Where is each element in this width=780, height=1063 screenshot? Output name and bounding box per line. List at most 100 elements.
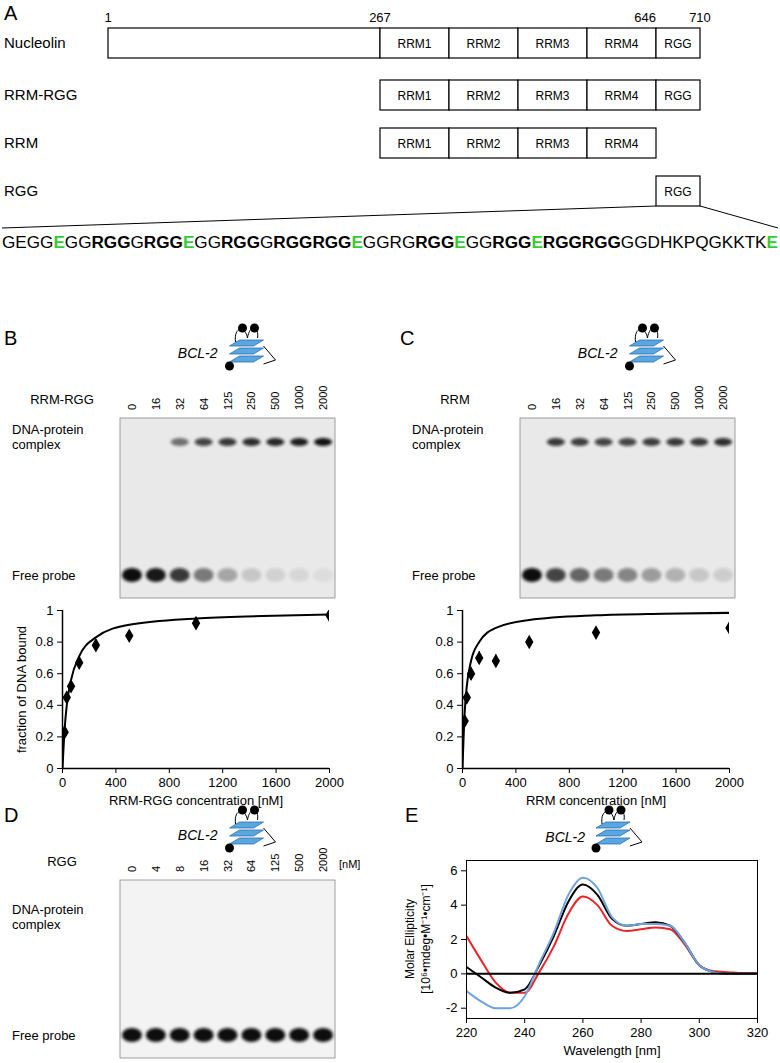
svg-text:2: 2	[450, 932, 457, 947]
svg-text:RRM-RGG: RRM-RGG	[30, 392, 94, 407]
svg-text:A: A	[4, 2, 18, 24]
svg-text:646: 646	[634, 10, 656, 25]
svg-text:BCL-2: BCL-2	[545, 829, 585, 845]
svg-text:280: 280	[630, 1025, 652, 1040]
svg-text:0.2: 0.2	[35, 729, 53, 744]
svg-text:16: 16	[550, 398, 562, 410]
svg-text:125: 125	[222, 392, 234, 410]
svg-text:500: 500	[669, 392, 681, 410]
svg-text:267: 267	[369, 10, 391, 25]
svg-text:1: 1	[446, 603, 453, 618]
svg-text:0.8: 0.8	[435, 634, 453, 649]
svg-text:1: 1	[46, 603, 53, 618]
svg-text:RRM2: RRM2	[466, 37, 500, 51]
svg-text:400: 400	[105, 775, 127, 790]
svg-text:RRM: RRM	[4, 134, 38, 151]
svg-text:250: 250	[245, 392, 257, 410]
svg-text:240: 240	[514, 1025, 536, 1040]
svg-text:RRM2: RRM2	[466, 137, 500, 151]
svg-text:DNA-proteincomplex: DNA-proteincomplex	[412, 422, 484, 452]
svg-text:RRM3: RRM3	[535, 37, 569, 51]
svg-text:125: 125	[622, 392, 634, 410]
svg-text:RGG: RGG	[664, 37, 691, 51]
svg-text:64: 64	[245, 860, 257, 872]
svg-text:RRM concentration [nM]: RRM concentration [nM]	[526, 793, 666, 808]
svg-text:16: 16	[198, 860, 210, 872]
svg-text:4: 4	[450, 897, 457, 912]
svg-text:0: 0	[126, 404, 138, 410]
svg-text:BCL-2: BCL-2	[578, 345, 618, 361]
svg-text:RRM2: RRM2	[466, 89, 500, 103]
svg-text:0: 0	[46, 761, 53, 776]
svg-text:-2: -2	[446, 1000, 458, 1015]
svg-text:GEGGEGGRGGGRGGEGGRGGGRGGRGGEGG: GEGGEGGRGGGRGGEGGRGGGRGGRGGEGGRGRGGEGGRG…	[2, 234, 778, 251]
svg-text:2000: 2000	[315, 775, 344, 790]
svg-text:D: D	[4, 804, 18, 826]
svg-text:125: 125	[269, 854, 281, 872]
svg-text:1000: 1000	[693, 386, 705, 410]
svg-text:1000: 1000	[293, 386, 305, 410]
svg-text:Nucleolin: Nucleolin	[4, 34, 66, 51]
svg-text:64: 64	[198, 398, 210, 410]
svg-text:16: 16	[150, 398, 162, 410]
svg-text:RGG: RGG	[664, 89, 691, 103]
svg-text:0.6: 0.6	[435, 666, 453, 681]
svg-text:RRM: RRM	[440, 392, 470, 407]
svg-text:Wavelength [nm]: Wavelength [nm]	[563, 1043, 660, 1058]
svg-text:0: 0	[126, 866, 138, 872]
svg-text:RRM4: RRM4	[604, 137, 638, 151]
svg-text:1: 1	[104, 10, 111, 25]
svg-text:32: 32	[574, 398, 586, 410]
svg-text:RRM4: RRM4	[604, 37, 638, 51]
svg-text:1200: 1200	[208, 775, 237, 790]
svg-text:6: 6	[450, 863, 457, 878]
svg-text:0: 0	[459, 775, 466, 790]
svg-text:800: 800	[558, 775, 580, 790]
svg-text:0: 0	[59, 775, 66, 790]
svg-text:500: 500	[293, 854, 305, 872]
svg-text:RGG: RGG	[4, 182, 38, 199]
svg-text:2000: 2000	[715, 775, 744, 790]
svg-text:Free probe: Free probe	[12, 1028, 76, 1043]
svg-text:Free probe: Free probe	[412, 568, 476, 583]
svg-text:1600: 1600	[262, 775, 291, 790]
svg-text:Free probe: Free probe	[12, 568, 76, 583]
svg-text:320: 320	[747, 1025, 769, 1040]
svg-text:1600: 1600	[662, 775, 691, 790]
svg-text:800: 800	[158, 775, 180, 790]
svg-text:RRM1: RRM1	[397, 89, 431, 103]
svg-text:8: 8	[174, 866, 186, 872]
svg-text:0: 0	[526, 404, 538, 410]
svg-text:2000: 2000	[317, 386, 329, 410]
svg-text:DNA-proteincomplex: DNA-proteincomplex	[12, 422, 84, 452]
svg-text:0.6: 0.6	[35, 666, 53, 681]
svg-text:0.4: 0.4	[435, 697, 453, 712]
svg-text:2000: 2000	[317, 848, 329, 872]
svg-text:4: 4	[150, 866, 162, 872]
svg-text:RRM1: RRM1	[397, 37, 431, 51]
svg-text:0: 0	[450, 966, 457, 981]
svg-text:RRM-RGG: RRM-RGG	[4, 86, 77, 103]
svg-text:BCL-2: BCL-2	[178, 345, 218, 361]
svg-text:B: B	[4, 327, 17, 349]
svg-text:64: 64	[598, 398, 610, 410]
svg-text:32: 32	[174, 398, 186, 410]
svg-text:0: 0	[446, 761, 453, 776]
svg-text:RGG: RGG	[664, 185, 691, 199]
svg-text:RRM1: RRM1	[397, 137, 431, 151]
svg-text:RRM-RGG concentration [nM]: RRM-RGG concentration [nM]	[109, 793, 283, 808]
svg-text:500: 500	[269, 392, 281, 410]
svg-text:RRM4: RRM4	[604, 89, 638, 103]
svg-text:400: 400	[505, 775, 527, 790]
svg-text:220: 220	[456, 1025, 478, 1040]
svg-text:32: 32	[222, 860, 234, 872]
svg-text:BCL-2: BCL-2	[178, 827, 218, 843]
svg-text:E: E	[405, 804, 418, 826]
svg-text:300: 300	[688, 1025, 710, 1040]
svg-text:710: 710	[689, 10, 711, 25]
svg-text:fraction of DNA bound: fraction of DNA bound	[14, 626, 29, 753]
svg-text:0.2: 0.2	[435, 729, 453, 744]
svg-text:[nM]: [nM]	[339, 858, 360, 870]
svg-text:C: C	[400, 327, 414, 349]
svg-text:RRM3: RRM3	[535, 137, 569, 151]
